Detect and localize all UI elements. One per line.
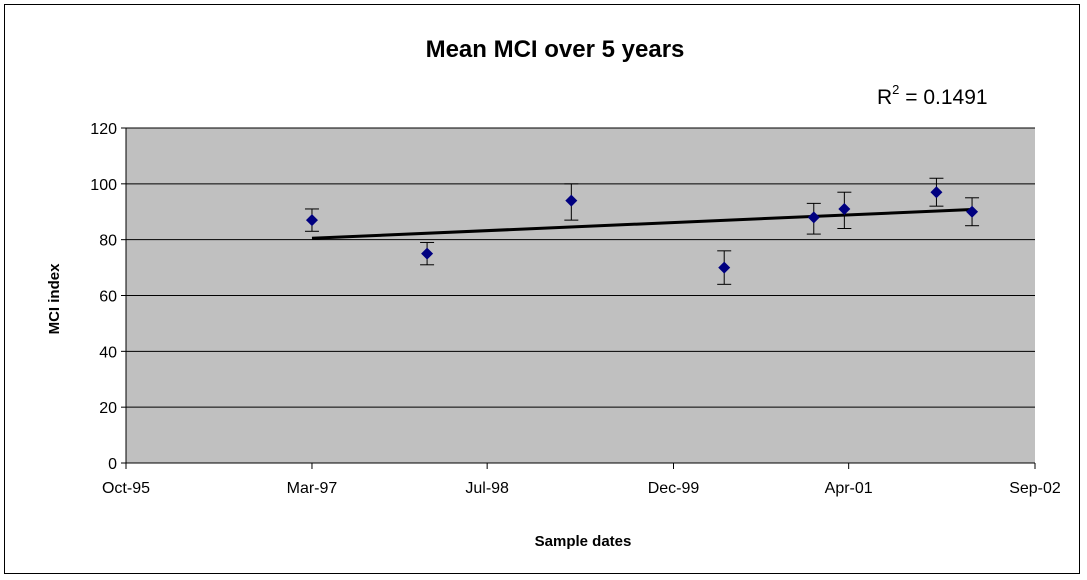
x-axis-label: Sample dates bbox=[535, 533, 632, 550]
y-axis-label: MCI index bbox=[46, 263, 63, 334]
y-tick-label: 40 bbox=[99, 344, 117, 361]
data-point-diamond bbox=[421, 247, 434, 260]
y-tick-label: 120 bbox=[90, 121, 117, 138]
data-point-diamond bbox=[930, 186, 943, 199]
x-tick-label: Oct-95 bbox=[102, 480, 150, 497]
y-tick-label: 20 bbox=[99, 400, 117, 417]
data-point-diamond bbox=[807, 211, 820, 224]
data-point-diamond bbox=[966, 205, 979, 218]
x-tick-label: Jul-98 bbox=[465, 480, 509, 497]
y-tick-label: 0 bbox=[108, 456, 117, 473]
x-tick-label: Sep-02 bbox=[1009, 480, 1061, 497]
trendline bbox=[311, 208, 973, 240]
y-tick-label: 60 bbox=[99, 289, 117, 306]
data-point-diamond bbox=[305, 214, 318, 227]
x-tick-label: Dec-99 bbox=[648, 480, 700, 497]
chart-title: Mean MCI over 5 years bbox=[426, 36, 685, 63]
y-tick-label: 100 bbox=[90, 177, 117, 194]
data-point-diamond bbox=[838, 202, 851, 215]
data-point-diamond bbox=[718, 261, 731, 274]
y-tick-label: 80 bbox=[99, 233, 117, 250]
data-point-diamond bbox=[565, 194, 578, 207]
plot-area: 0 20 40 60 80 100 120 Oct-95 Mar-97 Jul-98 Dec-99 A… bbox=[90, 121, 1061, 497]
chart-svg: Mean MCI over 5 years R2 = 0.1491 0 20 40 6… bbox=[46, 36, 1061, 550]
r-squared-label: R2 = 0.1491 bbox=[877, 82, 988, 109]
chart-frame: Mean MCI over 5 years R2 = 0.1491 0 20 40 6… bbox=[4, 4, 1080, 574]
x-tick-label: Apr-01 bbox=[825, 480, 873, 497]
x-tick-label: Mar-97 bbox=[287, 480, 338, 497]
